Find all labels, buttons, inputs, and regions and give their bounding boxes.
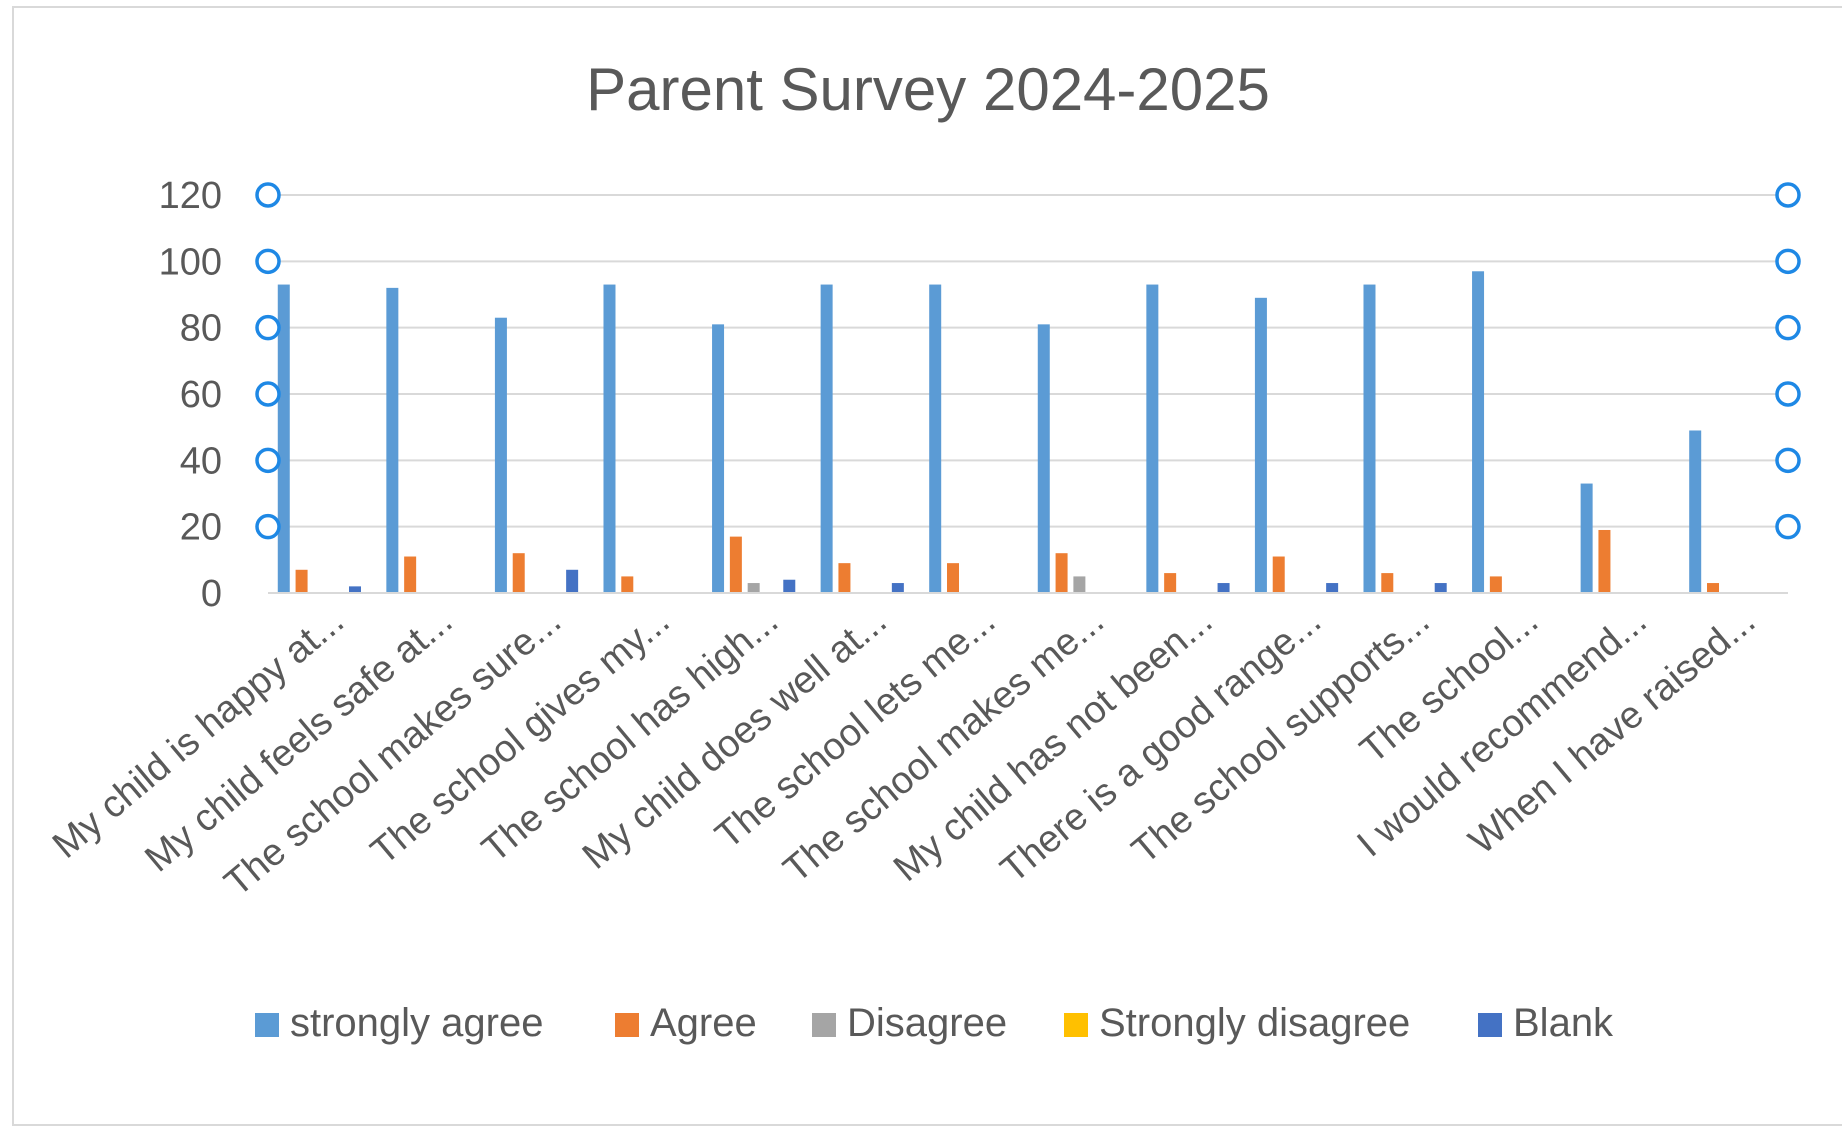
bar[interactable] bbox=[603, 284, 616, 593]
bar[interactable] bbox=[1164, 573, 1177, 593]
bar[interactable] bbox=[1689, 430, 1702, 593]
bar[interactable] bbox=[621, 576, 634, 593]
bar[interactable] bbox=[1489, 576, 1502, 593]
bar[interactable] bbox=[838, 563, 851, 593]
bar[interactable] bbox=[295, 569, 308, 593]
bar[interactable] bbox=[1055, 553, 1068, 593]
bar[interactable] bbox=[947, 563, 960, 593]
bar[interactable] bbox=[386, 287, 399, 593]
bar[interactable] bbox=[783, 579, 796, 593]
bar[interactable] bbox=[1073, 576, 1086, 593]
bar[interactable] bbox=[494, 317, 507, 593]
bar[interactable] bbox=[512, 553, 525, 593]
legend-swatch bbox=[1064, 1013, 1088, 1037]
selection-handle[interactable] bbox=[1775, 447, 1801, 474]
y-tick-label: 100 bbox=[159, 241, 222, 283]
selection-handle[interactable] bbox=[255, 248, 281, 275]
bar[interactable] bbox=[277, 284, 290, 593]
selection-handle[interactable] bbox=[255, 513, 281, 540]
bar[interactable] bbox=[1472, 271, 1485, 593]
bar[interactable] bbox=[1580, 483, 1593, 593]
legend-swatch bbox=[812, 1013, 836, 1037]
bar[interactable] bbox=[1598, 529, 1611, 593]
selection-handle[interactable] bbox=[1775, 314, 1801, 341]
y-tick-label: 40 bbox=[180, 440, 222, 482]
bar[interactable] bbox=[1217, 583, 1230, 593]
selection-handle[interactable] bbox=[255, 314, 281, 341]
selection-handle[interactable] bbox=[255, 381, 281, 407]
bar[interactable] bbox=[729, 536, 742, 593]
y-tick-label: 120 bbox=[159, 175, 222, 217]
bar[interactable] bbox=[1707, 583, 1720, 593]
bar[interactable] bbox=[1146, 284, 1159, 593]
y-axis-ticks: 0 20 40 60 80 100 120 bbox=[159, 175, 222, 615]
x-axis-category-labels: My child is happy at...My child feels sa… bbox=[45, 600, 1763, 905]
bar[interactable] bbox=[1037, 324, 1050, 593]
legend: strongly agree Agree Disagree Strongly disa… bbox=[255, 1001, 1614, 1045]
selection-handle[interactable] bbox=[1775, 513, 1801, 540]
legend-label: Strongly disagree bbox=[1099, 1001, 1410, 1045]
chart-frame bbox=[12, 6, 1842, 1126]
selection-handle[interactable] bbox=[255, 182, 281, 208]
y-tick-label: 80 bbox=[180, 308, 222, 350]
legend-label: Agree bbox=[650, 1001, 757, 1045]
bars bbox=[277, 271, 1720, 593]
bar[interactable] bbox=[1326, 583, 1339, 593]
bar[interactable] bbox=[929, 284, 942, 593]
legend-label: Disagree bbox=[847, 1001, 1007, 1045]
y-tick-label: 0 bbox=[201, 573, 222, 615]
selection-handle[interactable] bbox=[1775, 182, 1801, 208]
bar[interactable] bbox=[1363, 284, 1376, 593]
bar[interactable] bbox=[747, 583, 760, 593]
selection-handle[interactable] bbox=[1775, 381, 1801, 407]
bar[interactable] bbox=[1381, 573, 1394, 593]
legend-swatch bbox=[255, 1013, 279, 1037]
bar[interactable] bbox=[712, 324, 725, 593]
bar[interactable] bbox=[1272, 556, 1285, 593]
legend-label: strongly agree bbox=[290, 1001, 543, 1045]
chart-title: Parent Survey 2024-2025 bbox=[586, 56, 1270, 123]
bar[interactable] bbox=[404, 556, 417, 593]
bar[interactable] bbox=[566, 569, 579, 593]
bar[interactable] bbox=[891, 583, 904, 593]
legend-swatch bbox=[1478, 1013, 1502, 1037]
selection-handles[interactable] bbox=[255, 182, 1801, 540]
selection-handle[interactable] bbox=[1775, 248, 1801, 275]
bar[interactable] bbox=[1434, 583, 1447, 593]
bar[interactable] bbox=[820, 284, 833, 593]
gridlines bbox=[268, 194, 1788, 528]
legend-swatch bbox=[615, 1013, 639, 1037]
y-tick-label: 20 bbox=[180, 507, 222, 549]
y-tick-label: 60 bbox=[180, 374, 222, 416]
bar[interactable] bbox=[1254, 297, 1267, 593]
bar[interactable] bbox=[348, 586, 361, 593]
legend-label: Blank bbox=[1513, 1001, 1614, 1045]
selection-handle[interactable] bbox=[255, 447, 281, 474]
